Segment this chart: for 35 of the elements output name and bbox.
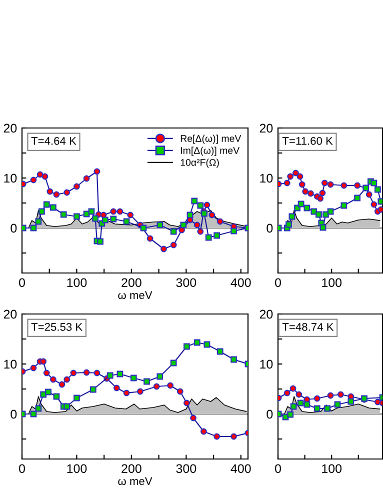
legend-label: Re[Δ(ω)] meV [180, 134, 242, 144]
y-tick-label: 10 [4, 360, 17, 369]
y-tick-label: 0 [10, 224, 17, 233]
y-tick-label: 20 [4, 124, 17, 133]
x-tick-label: 300 [176, 464, 196, 474]
legend-label: Im[Δ(ω)] meV [181, 146, 240, 156]
x-tick-label: 400 [230, 464, 251, 474]
legend-label: 10α²F(Ω) [180, 158, 219, 168]
x-tick-label: 0 [19, 278, 25, 288]
y-tick-label: 10 [260, 360, 273, 369]
x-tick-label: 100 [322, 278, 342, 288]
x-axis-title: ω meV [118, 477, 152, 486]
x-tick-label: 0 [275, 278, 281, 288]
annotation: T=11.60 K [282, 136, 333, 145]
x-tick-label: 400 [230, 278, 251, 288]
y-tick-label: 10 [4, 174, 17, 183]
x-tick-label: 0 [275, 464, 281, 474]
x-tick-label: 100 [67, 278, 87, 288]
annotation: T=4.64 K [31, 136, 76, 145]
y-tick-label: 0 [266, 224, 273, 233]
x-tick-label: 300 [176, 278, 196, 288]
x-tick-label: 100 [322, 464, 342, 474]
x-tick-label: 100 [67, 464, 87, 474]
y-tick-label: 20 [4, 310, 17, 319]
x-axis-title: ω meV [118, 291, 152, 300]
x-tick-label: 200 [122, 464, 142, 474]
annotation: T=25.53 K [31, 322, 82, 331]
y-tick-label: 20 [260, 310, 273, 319]
y-tick-label: 0 [266, 410, 273, 419]
y-tick-label: 0 [10, 410, 17, 419]
annotation: T=48.74 K [282, 322, 334, 331]
y-tick-label: 10 [260, 174, 273, 183]
y-tick-label: 20 [260, 124, 273, 133]
x-tick-label: 0 [19, 464, 25, 474]
x-tick-label: 200 [122, 278, 142, 288]
